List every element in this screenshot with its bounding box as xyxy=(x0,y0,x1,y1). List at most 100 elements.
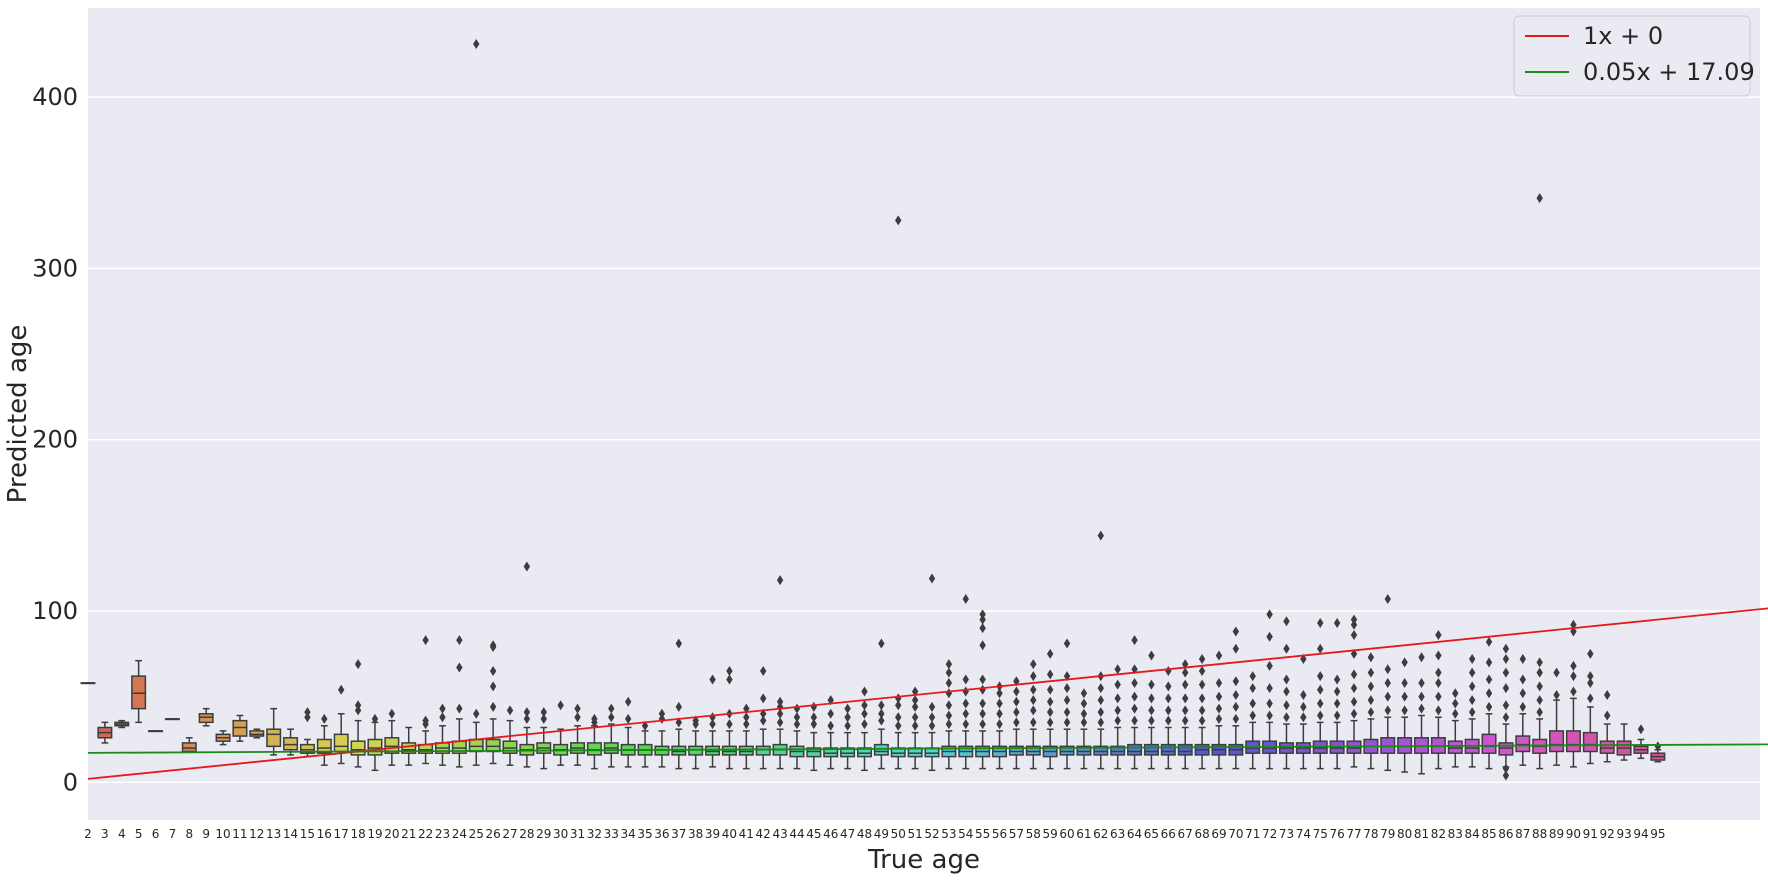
legend-label-identity: 1x + 0 xyxy=(1583,22,1663,50)
outlier-point xyxy=(1300,689,1307,700)
fit-lines xyxy=(87,607,1768,780)
outlier-point xyxy=(1114,679,1121,690)
outlier-point xyxy=(962,698,969,709)
x-tick-36: 36 xyxy=(654,827,669,841)
outlier-point xyxy=(1350,629,1358,640)
outlier-point xyxy=(1418,691,1425,702)
outlier-point xyxy=(675,717,682,728)
outlier-point xyxy=(1249,683,1256,694)
box-age-58 xyxy=(1025,659,1041,770)
box-age-4 xyxy=(114,719,130,729)
outlier-point xyxy=(844,720,851,731)
box-age-55 xyxy=(975,609,991,770)
outlier-point xyxy=(911,695,919,706)
outlier-point xyxy=(760,708,767,719)
outlier-point xyxy=(895,720,902,731)
box-iqr xyxy=(1549,730,1565,753)
outlier-point xyxy=(1283,700,1290,711)
outlier-point xyxy=(1131,703,1138,714)
x-tick-21: 21 xyxy=(401,827,416,841)
outlier-point xyxy=(1165,715,1172,726)
box-age-63 xyxy=(1110,664,1126,770)
outlier-point xyxy=(962,594,969,605)
outlier-point xyxy=(996,708,1003,719)
box-age-24 xyxy=(451,635,467,768)
box-age-53 xyxy=(941,659,957,770)
outlier-point xyxy=(1452,688,1459,699)
box-iqr xyxy=(266,728,282,748)
x-tick-61: 61 xyxy=(1076,827,1091,841)
x-tick-19: 19 xyxy=(367,827,382,841)
outlier-point xyxy=(591,713,598,724)
outlier-point xyxy=(844,703,851,714)
outlier-point xyxy=(1587,693,1594,704)
box-age-31 xyxy=(570,703,586,766)
outlier-point xyxy=(1114,705,1121,716)
box-age-42 xyxy=(755,665,771,770)
outlier-point xyxy=(1283,643,1290,654)
outlier-point xyxy=(1637,724,1645,735)
outlier-point xyxy=(979,674,986,685)
outlier-point xyxy=(1046,669,1054,680)
box-age-95 xyxy=(1650,741,1666,763)
outlier-point xyxy=(1097,530,1104,541)
outlier-point xyxy=(1553,689,1560,700)
x-tick-88: 88 xyxy=(1532,827,1547,841)
x-tick-6: 6 xyxy=(152,827,160,841)
outlier-point xyxy=(776,708,784,719)
outlier-point xyxy=(1182,679,1189,690)
outlier-point xyxy=(489,701,497,712)
outlier-point xyxy=(1198,705,1206,716)
outlier-point xyxy=(1046,696,1054,707)
outlier-point xyxy=(1046,684,1054,695)
outlier-point xyxy=(1232,689,1240,700)
outlier-point xyxy=(1485,688,1493,699)
outlier-point xyxy=(1519,701,1526,712)
box-age-44 xyxy=(789,703,805,770)
outlier-point xyxy=(1266,698,1273,709)
outlier-point xyxy=(743,712,750,723)
box-iqr xyxy=(1498,742,1514,756)
outlier-point xyxy=(979,614,986,625)
x-tick-12: 12 xyxy=(249,827,264,841)
x-tick-39: 39 xyxy=(705,827,720,841)
box-iqr xyxy=(502,740,518,754)
x-tick-33: 33 xyxy=(604,827,619,841)
outlier-point xyxy=(1030,705,1037,716)
outlier-point xyxy=(878,708,885,719)
outlier-point xyxy=(1046,707,1054,718)
outlier-point xyxy=(878,700,885,711)
box-age-2 xyxy=(80,682,96,685)
box-iqr xyxy=(1008,745,1024,756)
outlier-point xyxy=(776,717,784,728)
outlier-point xyxy=(1570,660,1577,671)
outlier-point xyxy=(1063,638,1071,649)
outlier-point xyxy=(473,708,480,719)
outlier-point xyxy=(911,720,919,731)
outlier-point xyxy=(1536,657,1543,668)
outlier-point xyxy=(473,38,480,49)
outlier-point xyxy=(523,707,531,718)
outlier-point xyxy=(878,715,885,726)
x-axis-label: True age xyxy=(867,845,980,875)
legend: 1x + 0 0.05x + 17.09 xyxy=(1513,15,1755,97)
box-age-45 xyxy=(806,701,822,772)
outlier-point xyxy=(658,708,666,719)
outlier-point xyxy=(1536,667,1543,678)
outlier-point xyxy=(557,700,564,711)
outlier-point xyxy=(1418,652,1425,663)
x-tick-47: 47 xyxy=(840,827,855,841)
x-tick-74: 74 xyxy=(1296,827,1311,841)
outlier-point xyxy=(1384,677,1391,688)
outlier-point xyxy=(1418,703,1425,714)
box-age-33 xyxy=(603,703,619,768)
outlier-point xyxy=(523,561,531,572)
box-iqr xyxy=(823,747,839,758)
box-age-65 xyxy=(1143,650,1159,770)
x-tick-13: 13 xyxy=(266,827,281,841)
x-tick-65: 65 xyxy=(1144,827,1159,841)
outlier-point xyxy=(1536,681,1543,692)
box-iqr xyxy=(232,719,248,737)
outlier-point xyxy=(1435,691,1442,702)
